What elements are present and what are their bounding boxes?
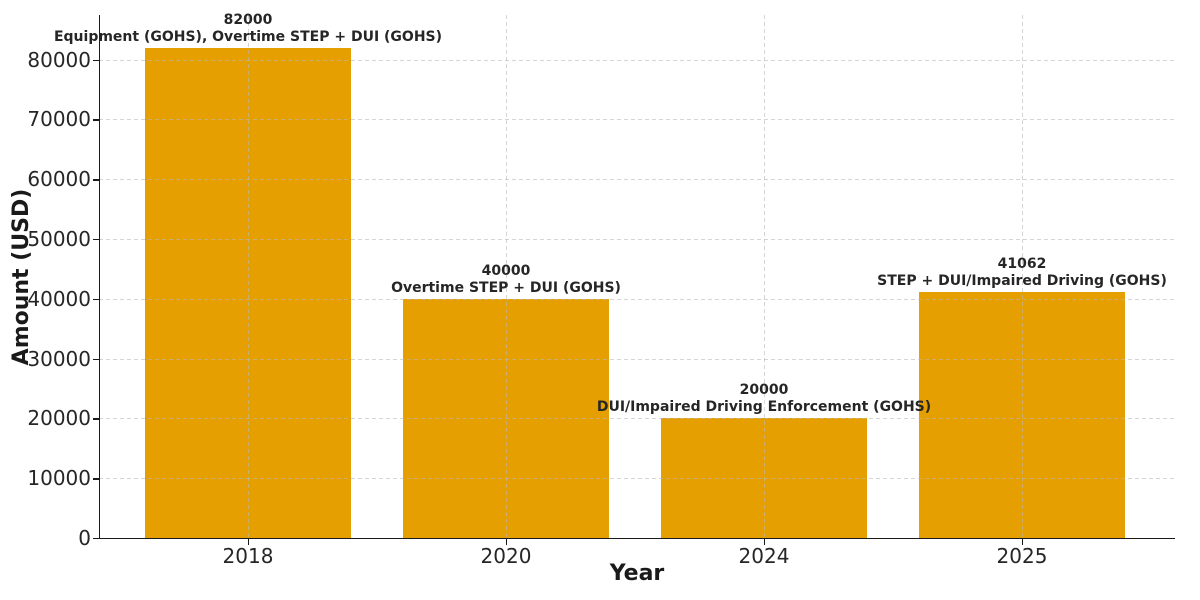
bar-name-label: DUI/Impaired Driving Enforcement (GOHS)	[596, 399, 932, 416]
y-tick-mark	[93, 538, 99, 540]
gridline-vertical	[764, 15, 765, 538]
y-tick-label: 20000	[27, 406, 91, 431]
bar-name-label: Equipment (GOHS), Overtime STEP + DUI (G…	[53, 28, 443, 45]
gridline-vertical	[506, 15, 507, 538]
x-tick-mark	[1022, 539, 1024, 545]
y-tick-label: 60000	[27, 167, 91, 192]
gridline-vertical	[248, 15, 249, 538]
y-tick-mark	[93, 239, 99, 241]
y-tick-mark	[93, 119, 99, 121]
x-axis-title: Year	[609, 561, 665, 586]
bar-annotation: 40000 Overtime STEP + DUI (GOHS)	[186, 263, 826, 297]
gridline-horizontal	[99, 59, 1174, 61]
y-tick-mark	[93, 298, 99, 301]
bar-annotation: 41062 STEP + DUI/Impaired Driving (GOHS)	[702, 256, 1200, 290]
x-tick-mark	[764, 539, 766, 545]
y-tick-mark	[93, 418, 99, 420]
bar-value-label: 82000	[223, 11, 273, 28]
x-tick-mark	[506, 539, 508, 545]
x-tick-label: 2020	[480, 544, 532, 568]
gridline-vertical	[1022, 15, 1023, 538]
y-tick-label: 10000	[27, 466, 91, 491]
y-tick-label: 40000	[27, 286, 91, 311]
gridline-horizontal	[99, 358, 1174, 360]
y-axis-spine	[99, 15, 101, 539]
gridline-horizontal	[99, 418, 1174, 420]
y-tick-label: 70000	[27, 107, 91, 132]
y-axis-title: Amount (USD)	[9, 188, 34, 366]
gridline-horizontal	[99, 179, 1174, 181]
bar-value-label: 40000	[481, 262, 531, 279]
y-tick-label: 80000	[27, 47, 91, 72]
y-tick-label: 50000	[27, 227, 91, 251]
gridline-horizontal	[99, 239, 1174, 240]
x-tick-label: 2024	[738, 544, 790, 568]
y-tick-label: 30000	[27, 346, 91, 371]
x-tick-label: 2018	[222, 544, 274, 568]
y-tick-mark	[93, 478, 99, 480]
bar-annotation: 82000 Equipment (GOHS), Overtime STEP + D…	[0, 12, 568, 46]
x-tick-mark	[248, 539, 250, 545]
gridline-horizontal	[99, 298, 1174, 300]
bar-name-label: Overtime STEP + DUI (GOHS)	[391, 279, 621, 296]
bar-value-label: 20000	[739, 382, 789, 399]
bar-annotation: 20000 DUI/Impaired Driving Enforcement (G…	[444, 382, 1084, 416]
gridline-horizontal	[99, 119, 1174, 121]
gridline-horizontal	[99, 478, 1174, 480]
y-tick-label: 0	[78, 526, 91, 550]
x-tick-label: 2025	[996, 544, 1048, 568]
bar-value-label: 41062	[997, 256, 1047, 273]
bar-name-label: STEP + DUI/Impaired Driving (GOHS)	[877, 273, 1167, 290]
y-tick-mark	[93, 358, 99, 360]
y-tick-mark	[93, 59, 99, 61]
y-tick-mark	[93, 179, 99, 181]
x-axis-spine	[99, 538, 1175, 540]
